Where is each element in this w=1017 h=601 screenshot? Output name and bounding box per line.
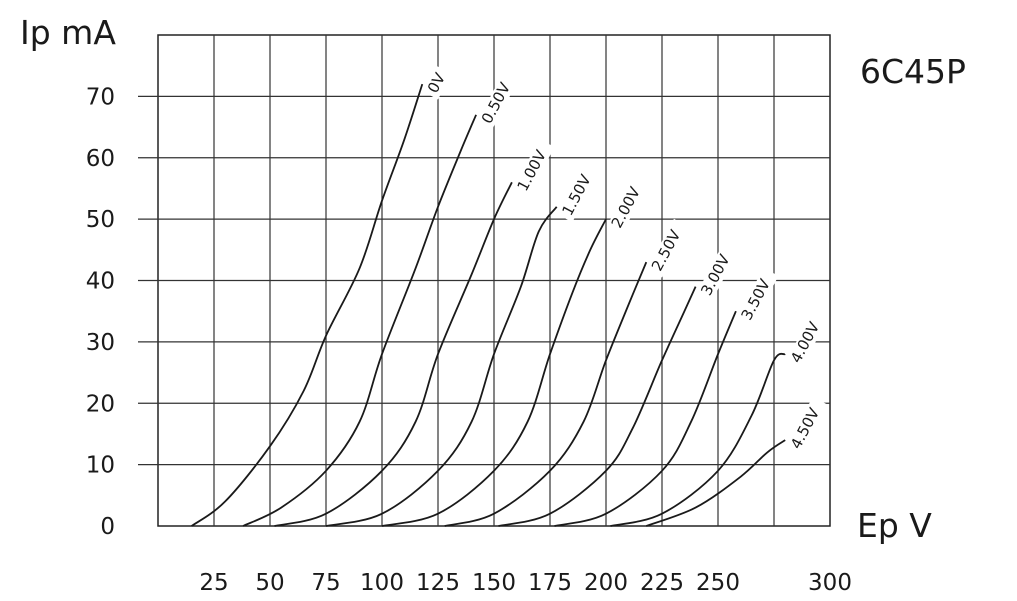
curve-label: 3.50V [738,275,775,323]
chart-title: 6C45P [860,52,966,91]
curve-label: 1.00V [514,147,551,195]
curve-label: 2.00V [608,183,645,231]
curve-label-background [785,396,828,456]
curve-label: 1.50V [558,171,595,219]
y-tick-label: 20 [86,391,115,417]
x-tick-label: 200 [584,570,628,596]
y-tick-label: 30 [86,330,115,356]
curve-label: 4.50V [787,404,824,452]
curve-label-background [785,310,828,370]
curve-3-00v [498,286,697,527]
y-tick-label: 10 [86,453,115,479]
x-axis-title: Ep V [857,506,932,545]
curves [191,83,786,527]
curve-label-background [606,175,649,235]
x-tick-label: 50 [255,570,284,596]
x-tick-label: 150 [472,570,516,596]
curve-label-background [476,71,519,131]
curve-0v [191,83,424,527]
grid [138,34,831,527]
curve-label-group: 4.00V [785,310,828,370]
x-tick-label: 225 [640,570,684,596]
curve-label-background [696,243,739,303]
curve-3-50v [554,310,737,527]
curve-label: 3.00V [697,251,734,299]
y-tick-label: 70 [86,84,115,110]
curve-label-group: 1.00V [512,138,555,198]
x-tick-label: 75 [311,570,340,596]
curve-label-group: 4.50V [785,396,828,456]
curve-label-group: 0.50V [476,71,519,131]
x-tick-label: 125 [416,570,460,596]
x-tick-label: 300 [808,570,852,596]
curve-label-group: 3.00V [696,243,739,303]
curve-label-group: 1.50V [557,163,600,223]
curve-label-group: 2.00V [606,175,649,235]
y-tick-label: 60 [86,146,115,172]
curve-label-background [512,138,555,198]
y-tick-label: 40 [86,269,115,295]
x-tick-labels: 25 50 75 100 125 150 175 200 225 250 300 [199,570,852,596]
curve-label: 0.50V [478,79,515,127]
y-tick-label: 0 [100,514,115,540]
curve-0-50v [242,114,477,527]
curve-label-background [557,163,600,223]
curve-1-50v [325,206,558,527]
x-tick-label: 175 [528,570,572,596]
curve-4-50v [645,439,786,527]
y-tick-label: 50 [86,207,115,233]
curve-label-group: 3.50V [736,267,779,327]
x-tick-label: 250 [696,570,740,596]
curve-2-50v [444,261,648,527]
curve-4-00v [610,352,786,527]
x-tick-label: 25 [199,570,228,596]
curve-label-background [736,267,779,327]
curve-label-background [646,218,689,278]
y-axis-title: Ip mA [20,13,116,52]
curve-label-group: 2.50V [646,218,689,278]
curve-label-background [422,65,452,100]
curve-1-00v [274,181,513,527]
curve-label-group: 0V [422,65,452,100]
curve-2-00v [381,218,607,527]
x-tick-label: 100 [360,570,404,596]
curve-label: 2.50V [648,226,685,274]
y-tick-labels: 0 10 20 30 40 50 60 70 [86,84,115,540]
